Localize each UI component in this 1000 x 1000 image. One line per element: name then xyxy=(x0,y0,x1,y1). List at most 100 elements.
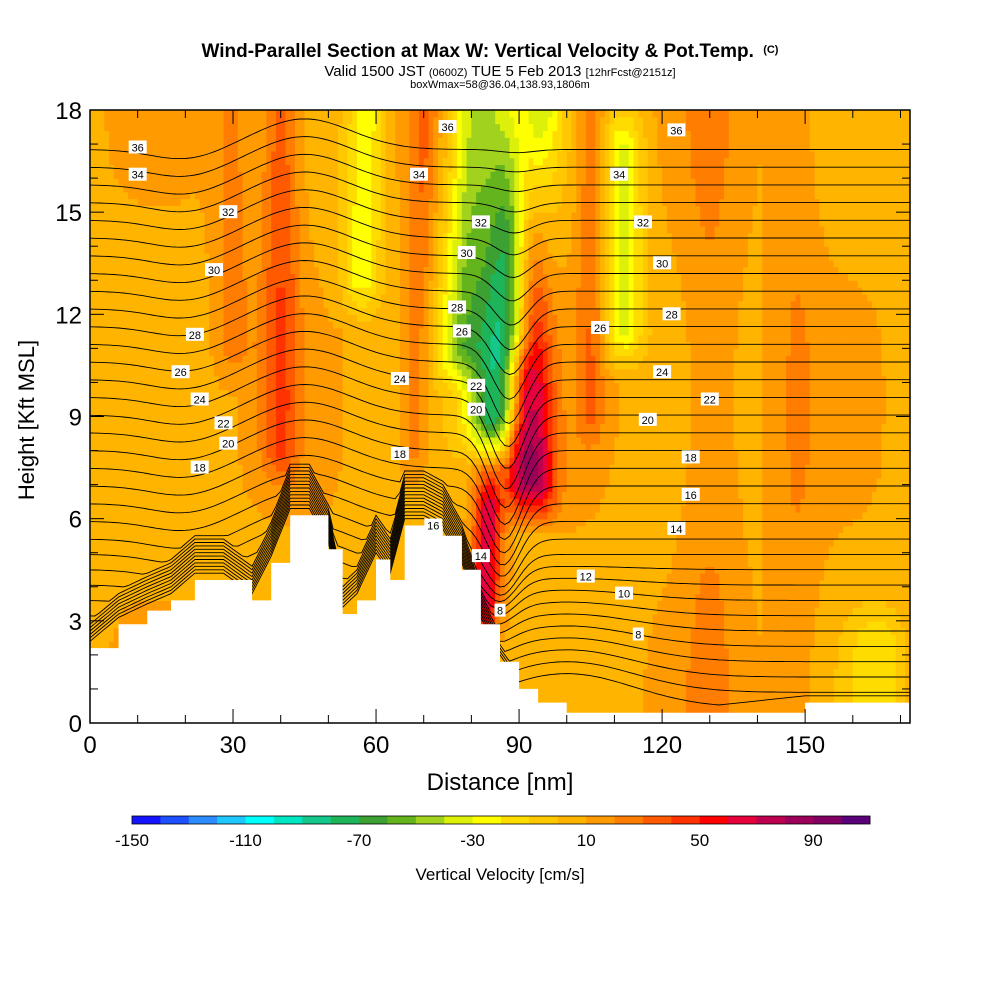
velocity-cell xyxy=(271,144,277,152)
velocity-cell xyxy=(290,110,296,118)
velocity-cell xyxy=(242,144,248,152)
velocity-cell xyxy=(156,423,163,431)
velocity-cell xyxy=(175,477,182,486)
velocity-cell xyxy=(94,348,101,356)
velocity-cell xyxy=(142,409,148,418)
velocity-cell xyxy=(342,293,349,302)
velocity-cell xyxy=(223,552,229,561)
velocity-cell xyxy=(166,191,172,200)
velocity-cell xyxy=(318,239,325,247)
velocity-cell xyxy=(285,246,291,254)
velocity-cell xyxy=(290,150,296,159)
velocity-cell xyxy=(175,348,182,356)
velocity-cell xyxy=(171,552,177,561)
velocity-cell xyxy=(118,225,124,234)
velocity-cell xyxy=(151,110,158,118)
velocity-cell xyxy=(185,137,191,145)
velocity-cell xyxy=(185,287,191,295)
velocity-cell xyxy=(118,532,124,540)
velocity-cell xyxy=(252,573,258,581)
velocity-cell xyxy=(175,178,182,186)
velocity-cell xyxy=(337,498,344,506)
velocity-cell xyxy=(256,314,263,322)
velocity-cell xyxy=(151,287,158,295)
velocity-cell xyxy=(161,327,167,336)
velocity-cell xyxy=(342,164,349,172)
velocity-cell xyxy=(156,178,163,186)
velocity-cell xyxy=(261,593,267,601)
velocity-cell xyxy=(228,409,234,418)
velocity-cell xyxy=(237,430,244,438)
velocity-cell xyxy=(228,334,234,343)
velocity-cell xyxy=(132,532,139,540)
velocity-cell xyxy=(132,491,139,499)
velocity-cell xyxy=(151,246,158,254)
velocity-cell xyxy=(295,436,301,445)
velocity-cell xyxy=(190,184,196,193)
velocity-cell xyxy=(90,607,96,615)
velocity-cell xyxy=(185,545,191,554)
velocity-cell xyxy=(318,212,325,220)
velocity-cell xyxy=(337,409,344,418)
velocity-cell xyxy=(209,518,215,527)
velocity-cell xyxy=(137,239,144,247)
velocity-cell xyxy=(185,375,191,384)
velocity-cell xyxy=(137,532,144,540)
velocity-cell xyxy=(94,470,101,479)
velocity-cell xyxy=(328,144,334,152)
velocity-cell xyxy=(213,287,220,295)
velocity-cell xyxy=(237,498,244,506)
velocity-cell xyxy=(233,389,239,397)
velocity-cell xyxy=(233,171,239,179)
velocity-cell xyxy=(256,191,263,200)
velocity-cell xyxy=(299,116,306,125)
velocity-cell xyxy=(314,232,320,241)
velocity-cell xyxy=(118,586,124,595)
velocity-cell xyxy=(185,430,191,438)
velocity-cell xyxy=(194,443,201,452)
velocity-cell xyxy=(123,300,129,309)
velocity-cell xyxy=(118,253,124,261)
velocity-cell xyxy=(180,498,186,506)
velocity-cell xyxy=(252,450,258,458)
velocity-cell xyxy=(132,334,139,343)
velocity-cell xyxy=(142,566,148,574)
velocity-cell xyxy=(299,341,306,349)
velocity-cell xyxy=(137,484,144,493)
velocity-cell xyxy=(295,375,301,384)
velocity-cell xyxy=(213,239,220,247)
velocity-cell xyxy=(118,464,124,472)
velocity-cell xyxy=(280,300,287,309)
velocity-cell xyxy=(147,198,153,206)
velocity-cell xyxy=(271,464,277,472)
velocity-cell xyxy=(185,505,191,513)
velocity-cell xyxy=(118,341,124,349)
velocity-cell xyxy=(118,573,124,581)
velocity-cell xyxy=(175,164,182,172)
velocity-cell xyxy=(290,225,296,234)
velocity-cell xyxy=(271,164,277,172)
velocity-cell xyxy=(118,150,124,159)
velocity-cell xyxy=(266,341,272,349)
velocity-cell xyxy=(113,110,120,118)
velocity-cell xyxy=(90,157,96,166)
velocity-cell xyxy=(128,150,134,159)
velocity-cell xyxy=(285,450,291,458)
velocity-cell xyxy=(233,314,239,322)
velocity-cell xyxy=(166,355,172,363)
velocity-cell xyxy=(109,307,115,315)
velocity-cell xyxy=(99,525,105,533)
velocity-cell xyxy=(161,144,167,152)
velocity-cell xyxy=(261,321,267,329)
velocity-cell xyxy=(180,593,186,601)
velocity-cell xyxy=(285,402,291,411)
velocity-cell xyxy=(104,443,110,452)
velocity-cell xyxy=(185,396,191,404)
velocity-cell xyxy=(90,375,96,384)
velocity-cell xyxy=(333,321,339,329)
velocity-cell xyxy=(156,436,163,445)
velocity-cell xyxy=(252,368,258,377)
velocity-cell xyxy=(213,464,220,472)
velocity-cell xyxy=(337,184,344,193)
velocity-cell xyxy=(290,423,296,431)
